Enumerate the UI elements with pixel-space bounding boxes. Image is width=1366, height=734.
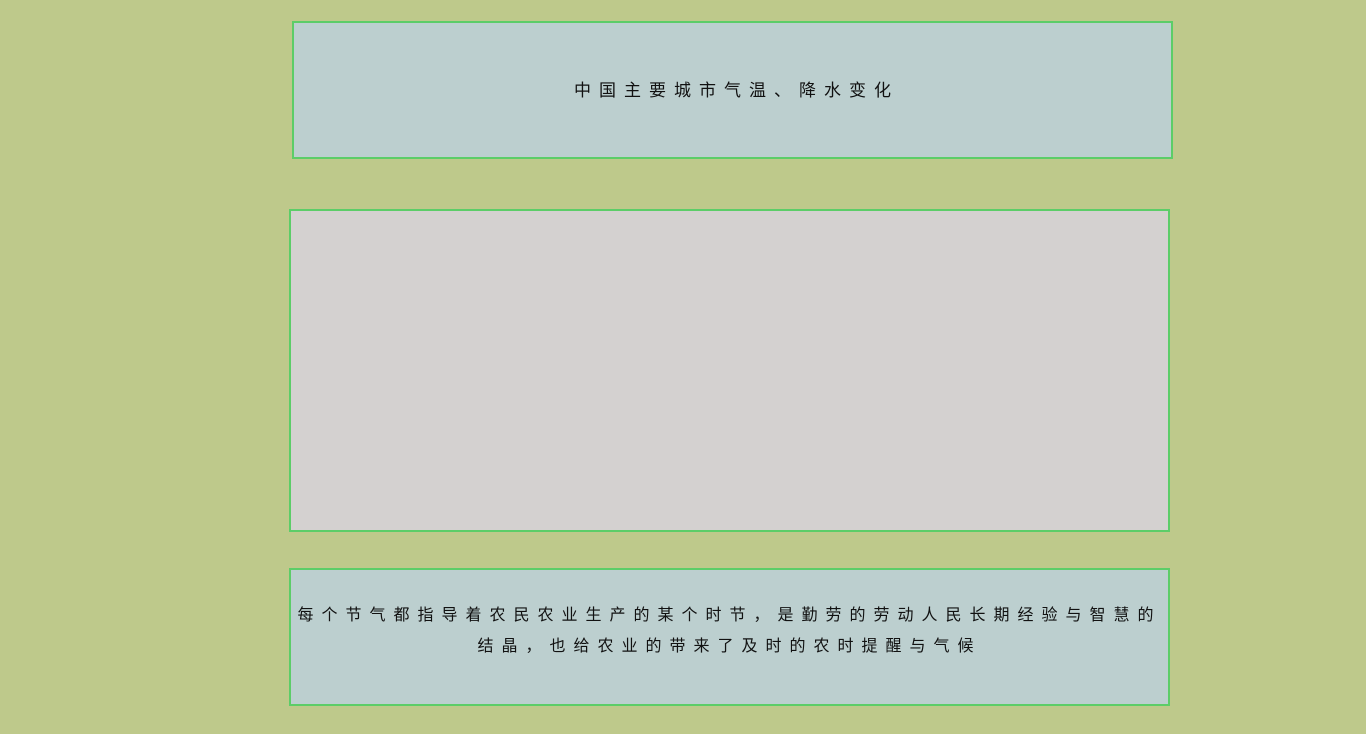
- title-panel: 中国主要城市气温、降水变化: [292, 21, 1173, 159]
- description-text: 每个节气都指导着农民农业生产的某个时节，是勤劳的劳动人民长期经验与智慧的结晶，也…: [297, 605, 1162, 655]
- chart-placeholder-panel: [289, 209, 1170, 532]
- page-title: 中国主要城市气温、降水变化: [574, 80, 899, 101]
- description-panel: 每个节气都指导着农民农业生产的某个时节，是勤劳的劳动人民长期经验与智慧的结晶，也…: [289, 568, 1170, 706]
